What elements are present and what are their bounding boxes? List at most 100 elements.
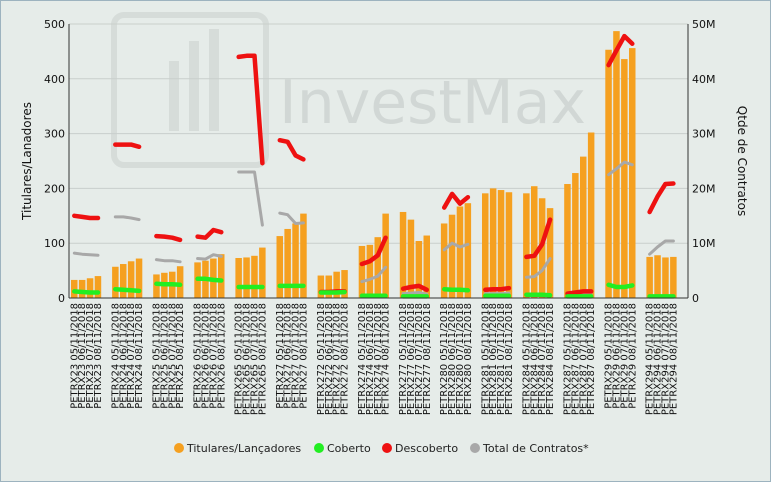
bar (580, 156, 587, 298)
watermark-logo-bar (169, 61, 179, 131)
category-label: PETRX294 06/11/2018 (653, 303, 664, 415)
y-tick-label: 100 (44, 237, 65, 250)
bar (176, 266, 184, 298)
category-label: PETRX29 07/11/2018 (619, 303, 630, 409)
bar (587, 132, 595, 298)
category-label: PETRX274 06/11/2018 (365, 303, 376, 415)
category-label: PETRX274 05/11/2018 (357, 303, 368, 415)
category-label: PETRX25 07/11/2018 (167, 303, 178, 409)
y2-tick-label: 0 (692, 292, 699, 305)
descoberto-line (277, 137, 306, 162)
y2-axis-title: Qtde de Contratos (735, 106, 749, 216)
bar (135, 258, 143, 298)
bar (440, 223, 448, 298)
bar (374, 237, 381, 298)
legend: Titulares/Lançadores Coberto Descoberto … (174, 442, 589, 455)
descoberto-line (359, 235, 388, 267)
descoberto-line (195, 227, 224, 240)
y-tick-label: 400 (44, 73, 65, 86)
category-label: PETRX281 05/11/2018 (480, 303, 491, 415)
bar (78, 279, 86, 298)
descoberto-line (647, 181, 676, 215)
bar (292, 223, 299, 298)
coberto-line (113, 286, 142, 294)
legend-swatch-coberto (314, 443, 324, 453)
bar (482, 193, 489, 298)
bar (120, 264, 127, 298)
category-label: PETRX284 05/11/2018 (521, 303, 532, 415)
bar (621, 59, 628, 299)
category-label: PETRX24 06/11/2018 (118, 303, 129, 409)
total-contratos-line (607, 160, 634, 177)
bar (646, 256, 653, 298)
bar (341, 270, 348, 298)
watermark-logo-box (111, 12, 269, 168)
bar (399, 211, 407, 298)
category-label: PETRX24 08/11/2018 (134, 303, 145, 409)
y-tick-label: 300 (44, 128, 65, 141)
bar (251, 255, 258, 298)
bar (546, 208, 554, 298)
bar (662, 257, 669, 298)
legend-label-descoberto: Descoberto (395, 442, 458, 455)
coberto-line (154, 281, 183, 288)
descoberto-line (154, 233, 183, 243)
bar (284, 228, 291, 298)
category-label: PETRX280 06/11/2018 (447, 303, 458, 415)
bar (572, 173, 579, 298)
category-label: PETRX280 07/11/2018 (455, 303, 466, 415)
category-label: PETRX294 07/11/2018 (660, 303, 671, 415)
category-label: PETRX265 08/11/2018 (257, 303, 268, 415)
descoberto-line (113, 142, 142, 150)
category-label: PETRX294 05/11/2018 (645, 303, 656, 415)
category-label: PETRX23 08/11/2018 (93, 303, 104, 409)
y-tick-label: 200 (44, 182, 65, 195)
total-contratos-line (278, 211, 305, 225)
bar (670, 256, 677, 298)
bar (415, 241, 423, 298)
bar (235, 257, 242, 298)
legend-swatch-descoberto (382, 443, 392, 453)
legend-label-total: Total de Contratos* (482, 442, 589, 455)
lines-coberto (72, 276, 676, 299)
category-label: PETRX280 05/11/2018 (439, 303, 450, 415)
category-label: PETRX277 08/11/2018 (422, 303, 433, 415)
coberto-line (524, 292, 553, 298)
descoberto-line (606, 33, 635, 68)
category-label: PETRX25 06/11/2018 (159, 303, 170, 409)
bar (523, 193, 530, 298)
category-label: PETRX26 06/11/2018 (201, 303, 212, 409)
descoberto-line (400, 283, 430, 293)
y-tick-label: 500 (44, 18, 65, 31)
bar (654, 255, 661, 298)
total-contratos-line (237, 170, 264, 227)
bar (505, 192, 513, 298)
category-label: PETRX281 06/11/2018 (488, 303, 499, 415)
bar (423, 235, 430, 298)
bar (127, 261, 135, 298)
total-contratos-line (483, 291, 511, 296)
category-label: PETRX284 08/11/2018 (545, 303, 556, 415)
category-label: PETRX29 05/11/2018 (604, 303, 615, 409)
watermark-logo-bar (189, 41, 199, 131)
category-label: PETRX287 07/11/2018 (578, 303, 589, 415)
bar (71, 279, 78, 298)
gridlines (69, 23, 688, 244)
category-label: PETRX23 06/11/2018 (77, 303, 88, 409)
bar (448, 214, 456, 298)
bar (276, 236, 283, 298)
category-label: PETRX284 07/11/2018 (537, 303, 548, 415)
category-label: PETRX26 07/11/2018 (208, 303, 219, 409)
legend-label-titulares: Titulares/Lançadores (186, 442, 301, 455)
descoberto-line (441, 191, 471, 210)
watermark-logo-bar (209, 29, 219, 131)
category-label: PETRX281 08/11/2018 (504, 303, 515, 415)
bar (243, 257, 250, 298)
category-label: PETRX23 05/11/2018 (69, 303, 80, 409)
descoberto-line (524, 217, 553, 260)
category-label: PETRX287 05/11/2018 (563, 303, 574, 415)
total-contratos-line (154, 258, 182, 264)
bar (317, 275, 325, 298)
